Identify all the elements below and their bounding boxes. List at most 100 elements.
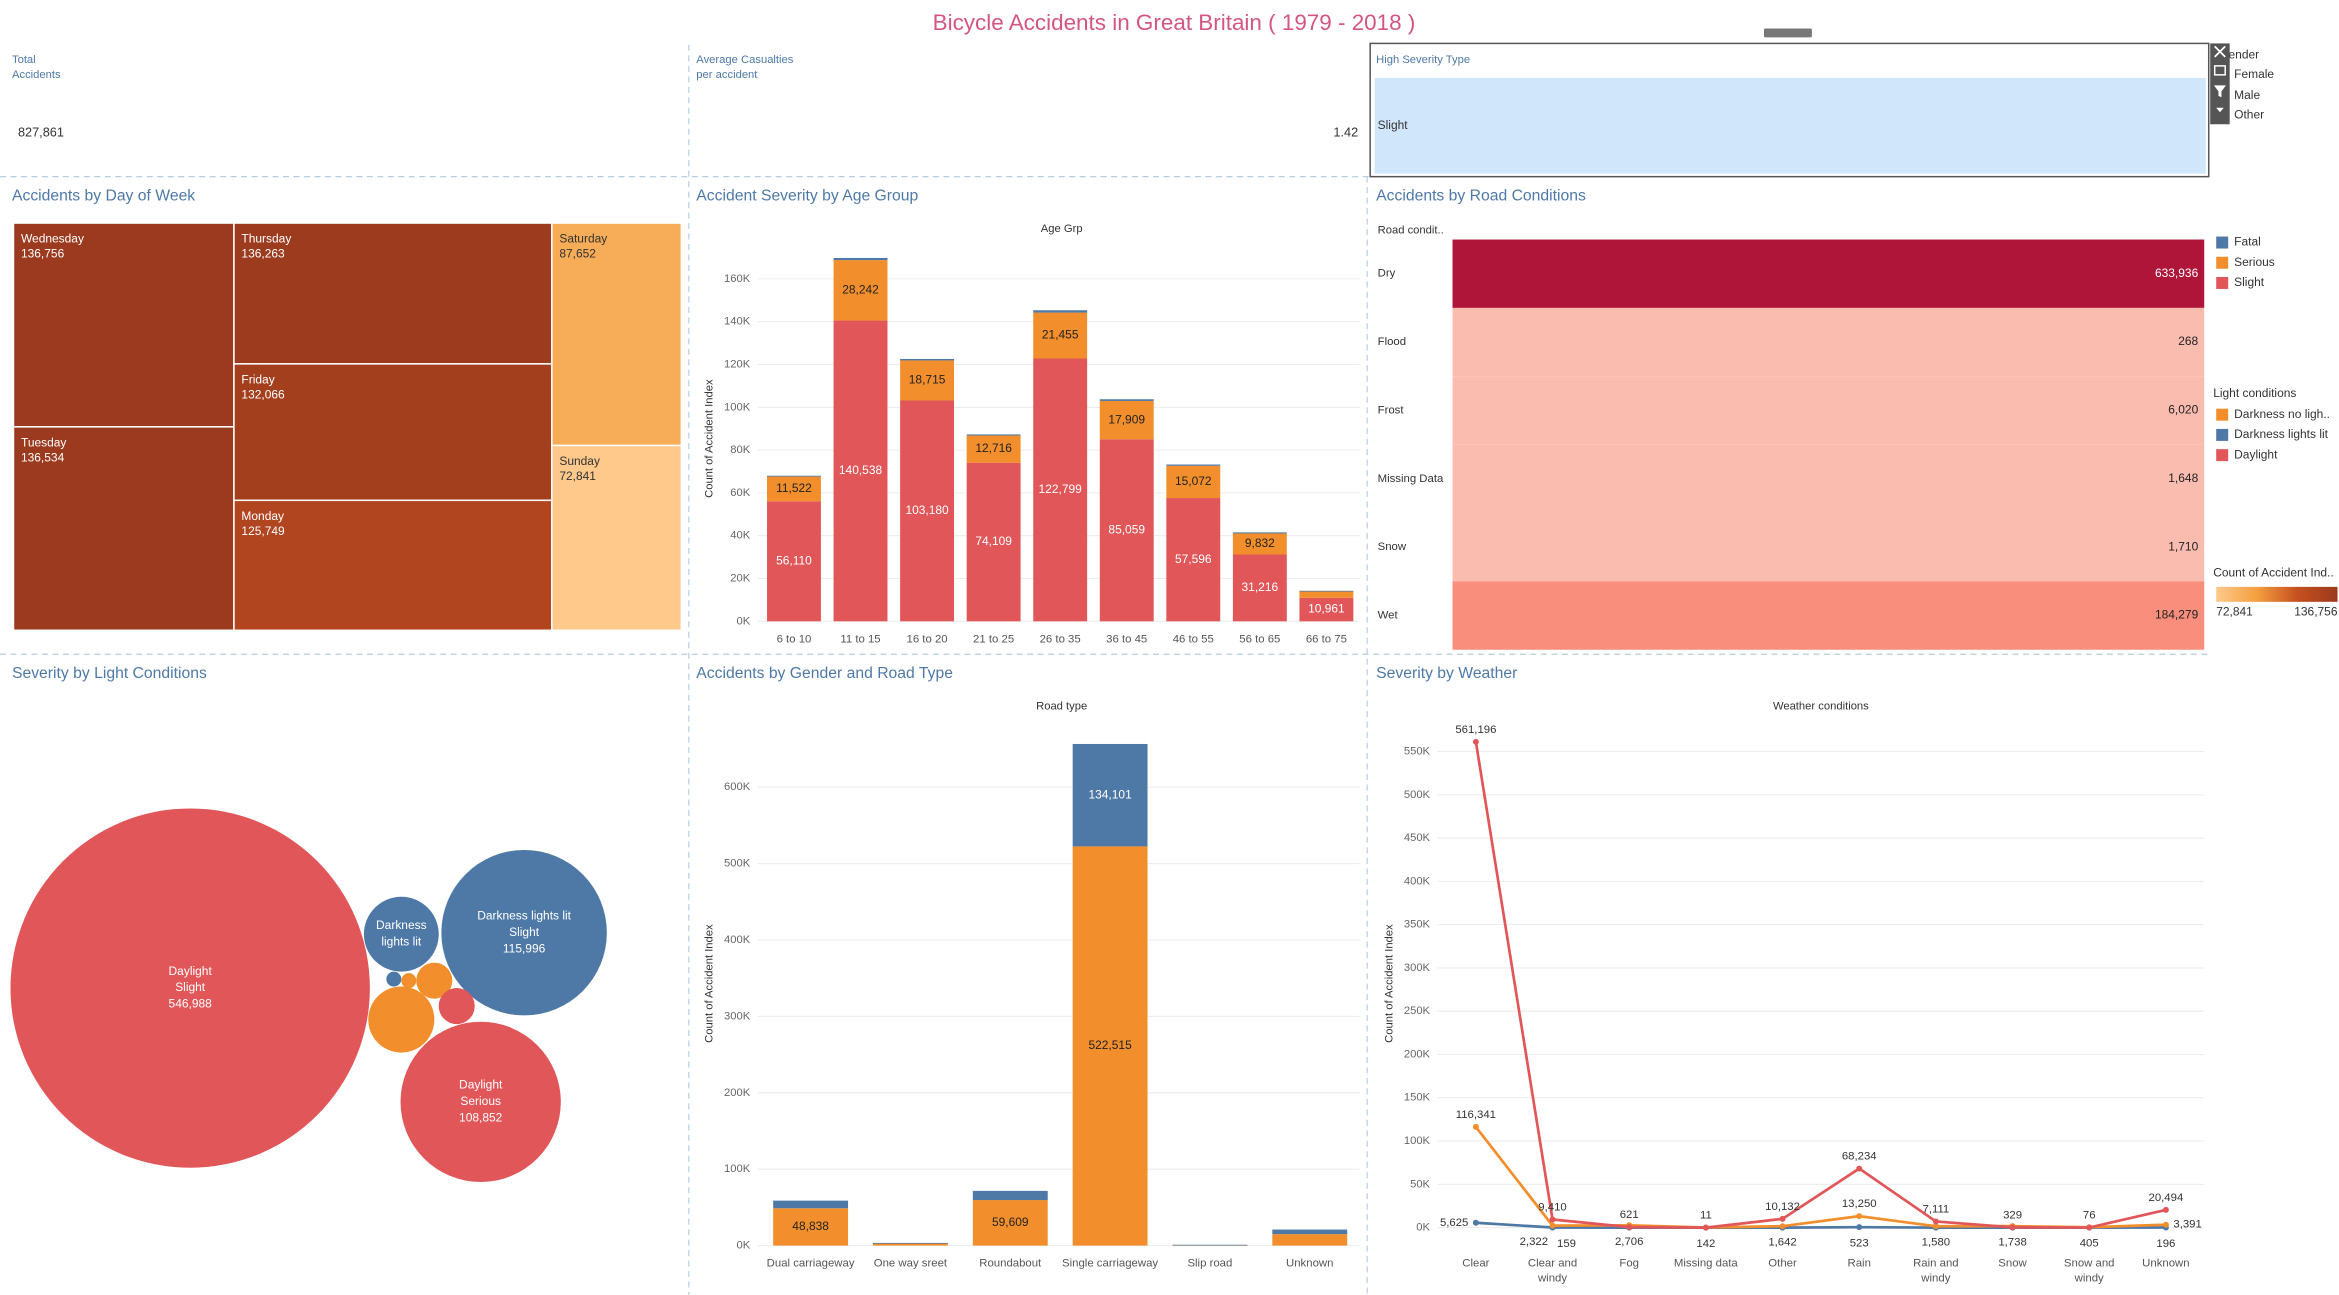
- line-point[interactable]: [1472, 738, 1479, 745]
- line-point[interactable]: [1702, 1224, 1709, 1231]
- bar-segment[interactable]: [1033, 312, 1088, 359]
- bubble[interactable]: [438, 988, 475, 1025]
- line-point[interactable]: [1932, 1223, 1939, 1230]
- line-point[interactable]: [1472, 1219, 1479, 1226]
- bar-segment[interactable]: [773, 1208, 849, 1246]
- line-point[interactable]: [1472, 1123, 1479, 1130]
- bar-segment[interactable]: [1099, 400, 1154, 440]
- line-point[interactable]: [1932, 1218, 1939, 1225]
- bar-segment[interactable]: [767, 475, 821, 477]
- bar-segment[interactable]: [972, 1190, 1048, 1201]
- highlight-cell[interactable]: [1452, 513, 2205, 582]
- bar-segment[interactable]: [1099, 399, 1154, 401]
- bar-segment[interactable]: [1033, 358, 1088, 622]
- line-point[interactable]: [2086, 1224, 2093, 1231]
- data-label: 12,716: [975, 441, 1012, 455]
- bar-segment[interactable]: [900, 400, 955, 622]
- bar-segment[interactable]: [773, 1200, 849, 1209]
- legend-item[interactable]: Serious: [2234, 255, 2275, 269]
- close-icon[interactable]: [2214, 45, 2226, 58]
- bubble[interactable]: [416, 962, 453, 999]
- treemap-tile[interactable]: [233, 363, 553, 502]
- bar-segment[interactable]: [1232, 532, 1287, 534]
- legend-item[interactable]: Other: [2234, 107, 2264, 121]
- treemap-tile[interactable]: [551, 222, 683, 447]
- line-point[interactable]: [1856, 1224, 1863, 1231]
- bar-segment[interactable]: [1232, 533, 1287, 555]
- menu-icon[interactable]: [2216, 107, 2224, 113]
- line-point[interactable]: [1779, 1223, 1786, 1230]
- bar-segment[interactable]: [873, 1243, 948, 1246]
- bubble[interactable]: [386, 971, 402, 987]
- popout-icon[interactable]: [2213, 65, 2226, 76]
- bar-segment[interactable]: [833, 260, 888, 321]
- bar-segment[interactable]: [966, 434, 1021, 436]
- highlight-cell[interactable]: [1452, 307, 2205, 377]
- bar-segment[interactable]: [833, 257, 888, 261]
- filter-icon[interactable]: [2213, 85, 2226, 98]
- line-point[interactable]: [1549, 1222, 1556, 1229]
- data-label: 522,515: [1088, 1038, 1132, 1052]
- bar-segment[interactable]: [1166, 498, 1221, 622]
- legend-item[interactable]: Darkness no ligh..: [2234, 407, 2330, 421]
- bar-segment[interactable]: [1299, 597, 1354, 622]
- treemap-tile[interactable]: [12, 222, 235, 428]
- treemap-tile[interactable]: [233, 499, 553, 632]
- bar-segment[interactable]: [1072, 743, 1148, 847]
- bubble[interactable]: [368, 986, 435, 1053]
- x-tick-label: Snow: [1998, 1256, 2026, 1269]
- filter-selection[interactable]: [1374, 77, 2206, 174]
- line-point[interactable]: [1779, 1215, 1786, 1222]
- line-point[interactable]: [1856, 1165, 1863, 1172]
- highlight-cell[interactable]: [1452, 444, 2205, 514]
- bar-segment[interactable]: [1072, 846, 1148, 1246]
- bar-segment[interactable]: [873, 1242, 948, 1244]
- legend-item[interactable]: Female: [2234, 67, 2274, 81]
- bar-segment[interactable]: [1299, 591, 1354, 598]
- bar-segment[interactable]: [1166, 464, 1221, 466]
- bar-segment[interactable]: [767, 501, 821, 622]
- bubble[interactable]: [363, 896, 439, 972]
- treemap-tile[interactable]: [12, 426, 235, 632]
- bar-segment[interactable]: [1272, 1234, 1348, 1246]
- bar-segment[interactable]: [833, 320, 888, 622]
- bubble[interactable]: [401, 973, 417, 989]
- x-tick-label: Single carriageway: [1062, 1256, 1159, 1270]
- bar-segment[interactable]: [1033, 310, 1088, 313]
- treemap-tile[interactable]: [233, 222, 553, 365]
- bar-segment[interactable]: [1166, 465, 1221, 499]
- bar-segment[interactable]: [900, 360, 955, 401]
- data-label: 10,961: [1308, 602, 1345, 616]
- drag-handle[interactable]: [1763, 28, 1812, 38]
- bar-segment[interactable]: [1099, 439, 1154, 622]
- bar-segment[interactable]: [1232, 554, 1287, 622]
- line-point[interactable]: [1626, 1224, 1633, 1231]
- highlight-cell[interactable]: [1452, 239, 2205, 308]
- bar-segment[interactable]: [1172, 1244, 1248, 1246]
- bar-segment[interactable]: [972, 1200, 1048, 1246]
- legend-item[interactable]: Slight: [2234, 275, 2265, 289]
- treemap-tile[interactable]: [551, 444, 683, 632]
- filter-value[interactable]: Slight: [1378, 118, 1409, 132]
- highlight-cell[interactable]: [1452, 581, 2205, 650]
- bar-segment[interactable]: [767, 476, 821, 502]
- bubble-label: 108,852: [459, 1110, 503, 1124]
- bubble[interactable]: [10, 808, 370, 1168]
- line-point[interactable]: [2162, 1206, 2169, 1213]
- bar-segment[interactable]: [1272, 1229, 1348, 1235]
- bar-segment[interactable]: [966, 435, 1021, 463]
- bubble[interactable]: [441, 849, 607, 1016]
- highlight-cell[interactable]: [1452, 376, 2205, 445]
- line-point[interactable]: [1549, 1216, 1556, 1223]
- legend-item[interactable]: Darkness lights lit: [2234, 427, 2328, 441]
- bubble[interactable]: [400, 1021, 561, 1183]
- line-point[interactable]: [2162, 1221, 2169, 1228]
- legend-item[interactable]: Fatal: [2234, 235, 2261, 249]
- bar-segment[interactable]: [900, 358, 955, 361]
- legend-item[interactable]: Daylight: [2234, 447, 2278, 461]
- bar-segment[interactable]: [966, 462, 1021, 622]
- bar-segment[interactable]: [1299, 590, 1354, 592]
- line-point[interactable]: [2009, 1224, 2016, 1231]
- legend-item[interactable]: Male: [2234, 88, 2260, 102]
- line-point[interactable]: [1856, 1213, 1863, 1220]
